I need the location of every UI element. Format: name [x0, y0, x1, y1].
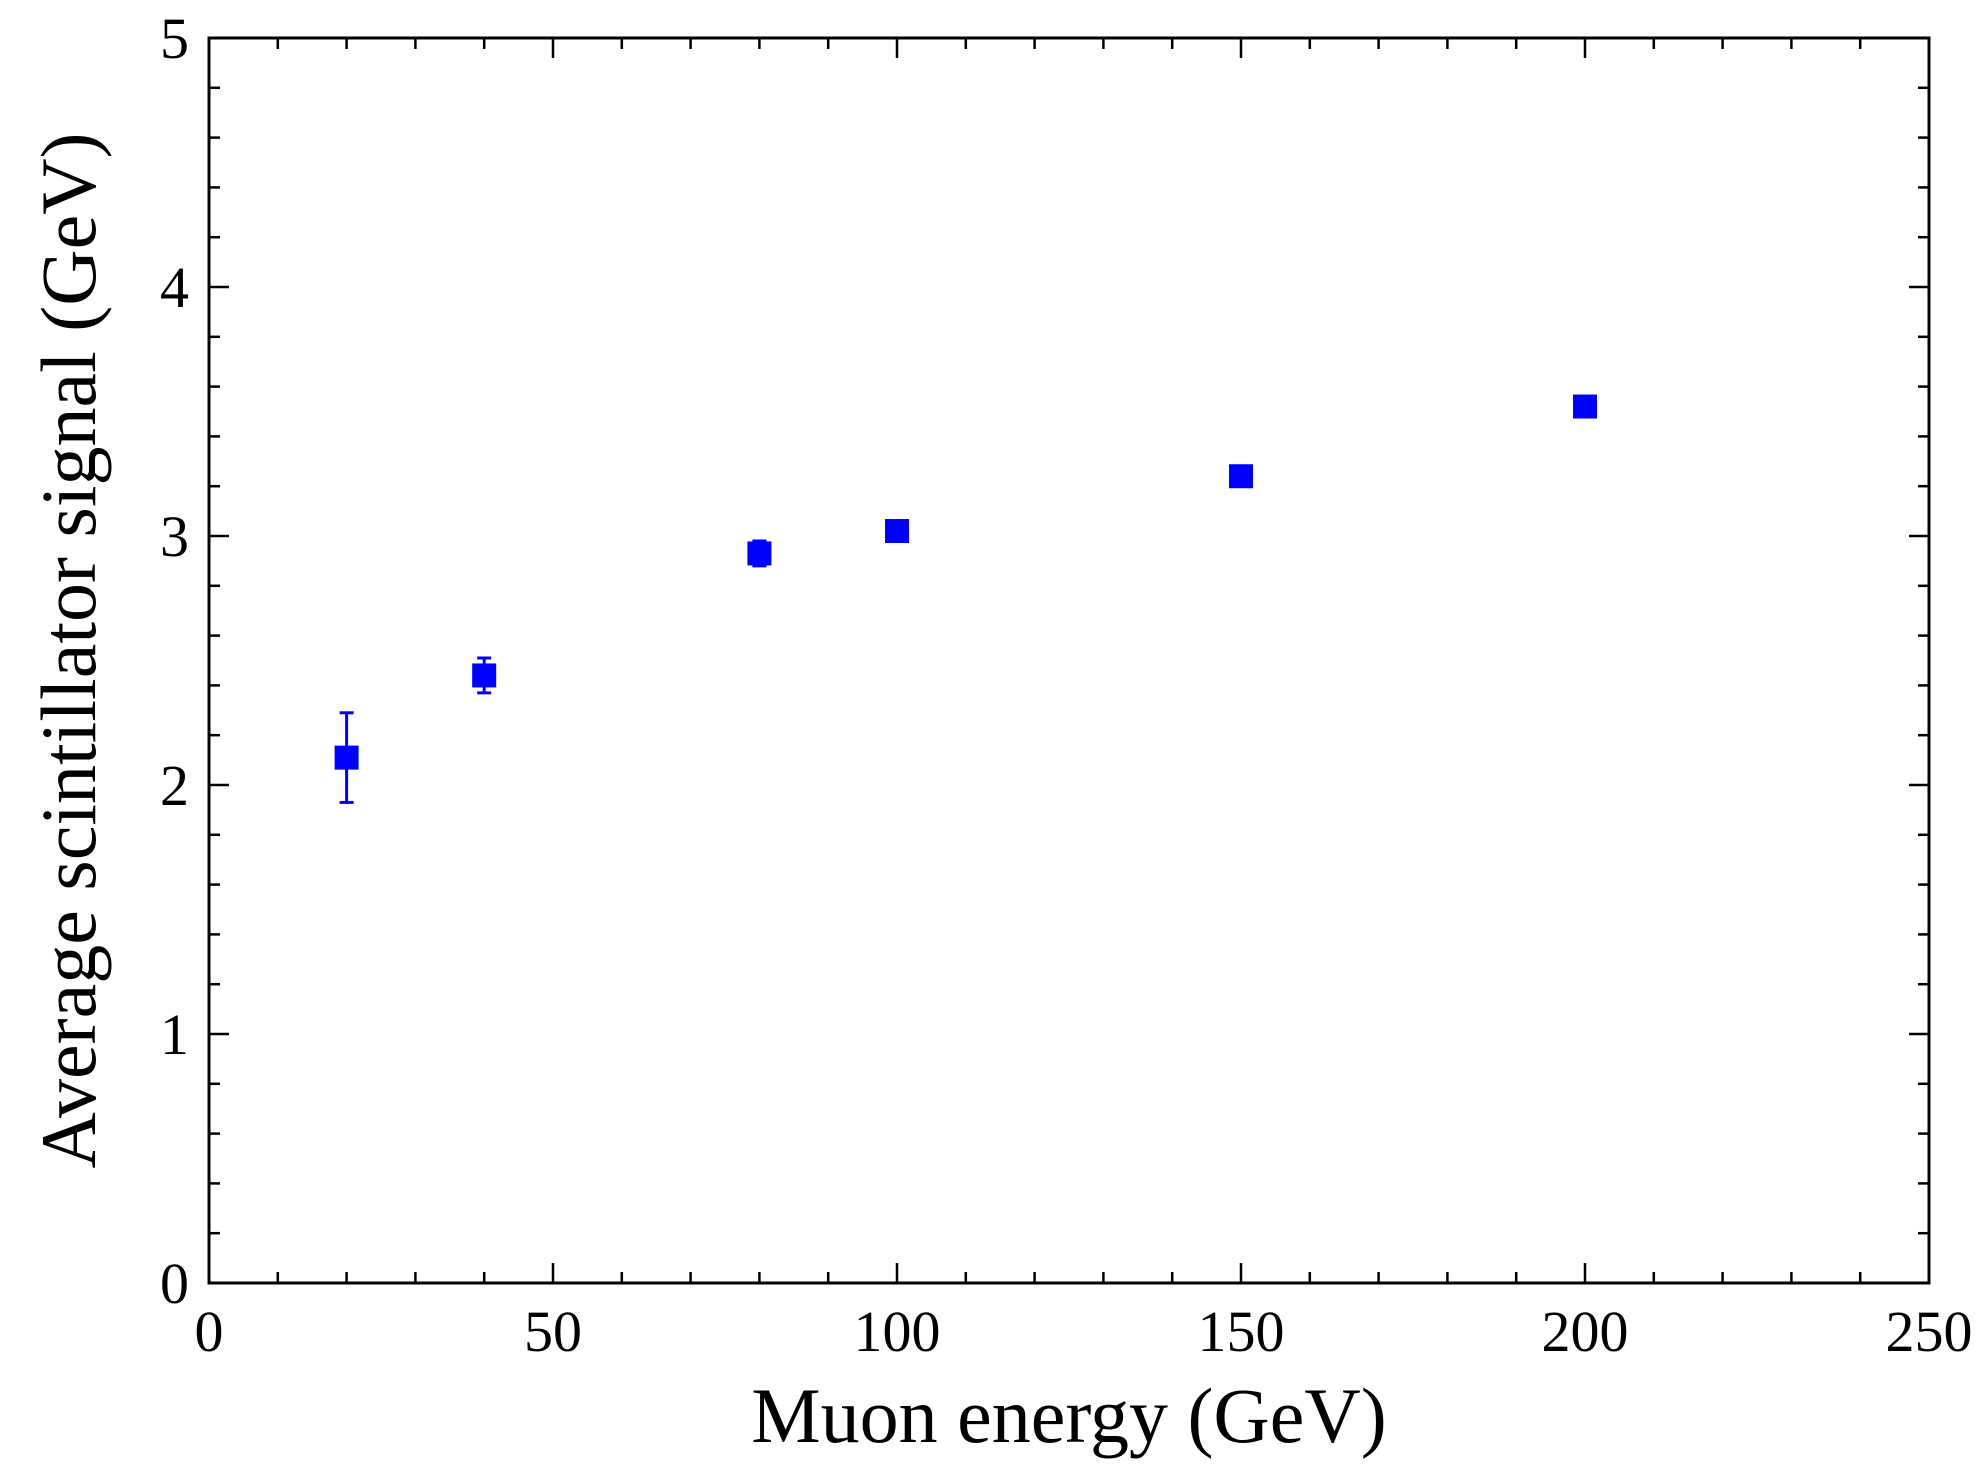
- plot-frame: [207, 36, 1931, 1285]
- y-axis-title: Average scintillator signal (GeV): [25, 132, 112, 1168]
- x-tick-label: 200: [1542, 1299, 1629, 1364]
- data-point: [747, 541, 772, 566]
- data-point: [1573, 394, 1597, 419]
- y-tick-label: 0: [160, 1251, 189, 1316]
- y-tick-label: 2: [160, 753, 189, 818]
- y-tick-labels: 0 1 2 3 4 5: [160, 6, 189, 1316]
- data-point: [472, 663, 497, 688]
- y-tick-label: 4: [160, 255, 189, 320]
- error-bars: [339, 400, 1592, 804]
- x-tick-label: 100: [854, 1299, 941, 1364]
- x-tick-labels: 0 50 100 150 200 250: [195, 1299, 1973, 1364]
- y-tick-label: 1: [160, 1002, 189, 1067]
- x-axis-title: Muon energy (GeV): [751, 1372, 1386, 1459]
- data-point: [334, 745, 359, 770]
- y-tick-label: 5: [160, 6, 189, 71]
- data-point: [1229, 464, 1253, 489]
- x-tick-label: 150: [1198, 1299, 1285, 1364]
- axis-ticks: [209, 38, 1929, 1283]
- data-point: [885, 519, 909, 544]
- x-tick-label: 250: [1886, 1299, 1973, 1364]
- x-tick-label: 50: [524, 1299, 582, 1364]
- y-tick-label: 3: [160, 504, 189, 569]
- x-tick-label: 0: [195, 1299, 224, 1364]
- data-points: [334, 394, 1597, 770]
